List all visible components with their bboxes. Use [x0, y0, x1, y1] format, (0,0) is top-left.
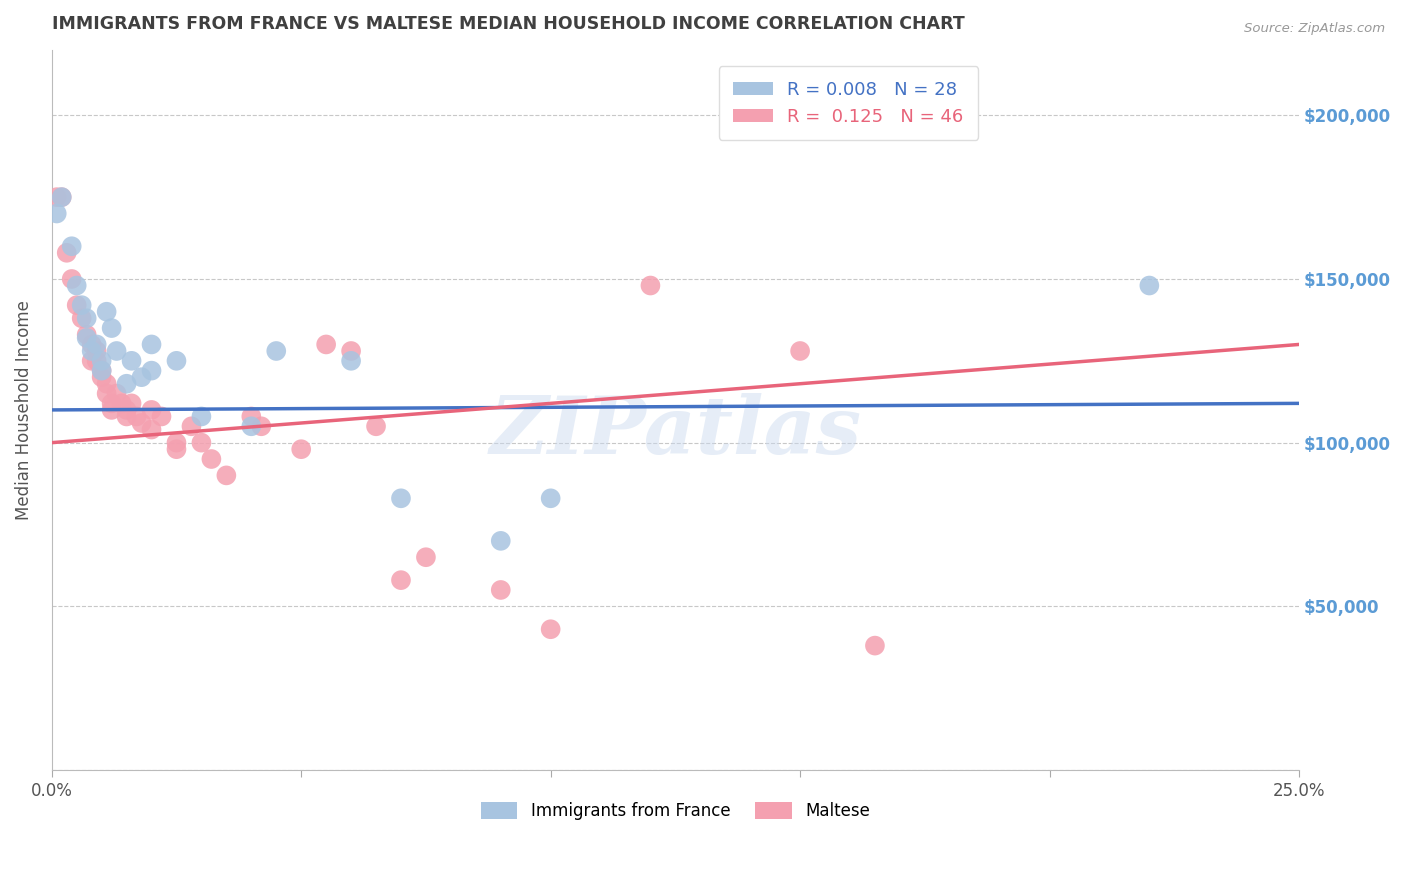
- Point: [90, 364, 112, 378]
- Point: [190, 409, 212, 424]
- Point: [141, 403, 163, 417]
- Point: [80, 353, 103, 368]
- Point: [66, 278, 89, 293]
- Point: [340, 353, 363, 368]
- Point: [96, 386, 118, 401]
- Point: [76, 311, 98, 326]
- Point: [389, 491, 412, 506]
- Point: [290, 442, 312, 457]
- Point: [131, 416, 153, 430]
- Point: [125, 409, 148, 424]
- Point: [70, 298, 93, 312]
- Point: [60, 272, 83, 286]
- Point: [100, 396, 122, 410]
- Point: [540, 622, 562, 636]
- Point: [45, 190, 67, 204]
- Point: [86, 343, 108, 358]
- Point: [315, 337, 337, 351]
- Point: [240, 419, 263, 434]
- Point: [1137, 278, 1160, 293]
- Y-axis label: Median Household Income: Median Household Income: [15, 300, 32, 520]
- Text: ZIPatlas: ZIPatlas: [489, 392, 862, 470]
- Point: [240, 409, 263, 424]
- Point: [115, 409, 138, 424]
- Point: [76, 327, 98, 342]
- Point: [121, 396, 143, 410]
- Point: [90, 370, 112, 384]
- Point: [51, 190, 73, 204]
- Point: [55, 245, 77, 260]
- Point: [51, 190, 73, 204]
- Point: [90, 353, 112, 368]
- Point: [264, 343, 287, 358]
- Point: [86, 337, 108, 351]
- Point: [540, 491, 562, 506]
- Point: [121, 353, 143, 368]
- Point: [76, 331, 98, 345]
- Point: [200, 452, 222, 467]
- Point: [141, 364, 163, 378]
- Point: [166, 353, 188, 368]
- Point: [96, 376, 118, 391]
- Point: [70, 311, 93, 326]
- Point: [60, 239, 83, 253]
- Point: [364, 419, 387, 434]
- Point: [86, 353, 108, 368]
- Point: [96, 304, 118, 318]
- Point: [80, 343, 103, 358]
- Legend: Immigrants from France, Maltese: Immigrants from France, Maltese: [474, 795, 877, 827]
- Point: [150, 409, 173, 424]
- Point: [415, 550, 437, 565]
- Point: [100, 321, 122, 335]
- Point: [105, 386, 128, 401]
- Point: [863, 639, 886, 653]
- Point: [215, 468, 238, 483]
- Point: [190, 435, 212, 450]
- Point: [340, 343, 363, 358]
- Point: [166, 435, 188, 450]
- Text: Source: ZipAtlas.com: Source: ZipAtlas.com: [1244, 22, 1385, 36]
- Point: [110, 396, 132, 410]
- Point: [131, 370, 153, 384]
- Point: [389, 573, 412, 587]
- Point: [80, 337, 103, 351]
- Point: [115, 376, 138, 391]
- Point: [141, 423, 163, 437]
- Point: [789, 343, 811, 358]
- Point: [250, 419, 273, 434]
- Point: [66, 298, 89, 312]
- Point: [115, 403, 138, 417]
- Point: [166, 442, 188, 457]
- Point: [180, 419, 202, 434]
- Point: [141, 337, 163, 351]
- Text: IMMIGRANTS FROM FRANCE VS MALTESE MEDIAN HOUSEHOLD INCOME CORRELATION CHART: IMMIGRANTS FROM FRANCE VS MALTESE MEDIAN…: [52, 15, 965, 33]
- Point: [489, 533, 512, 548]
- Point: [640, 278, 662, 293]
- Point: [489, 582, 512, 597]
- Point: [105, 343, 128, 358]
- Point: [90, 364, 112, 378]
- Point: [100, 403, 122, 417]
- Point: [45, 206, 67, 220]
